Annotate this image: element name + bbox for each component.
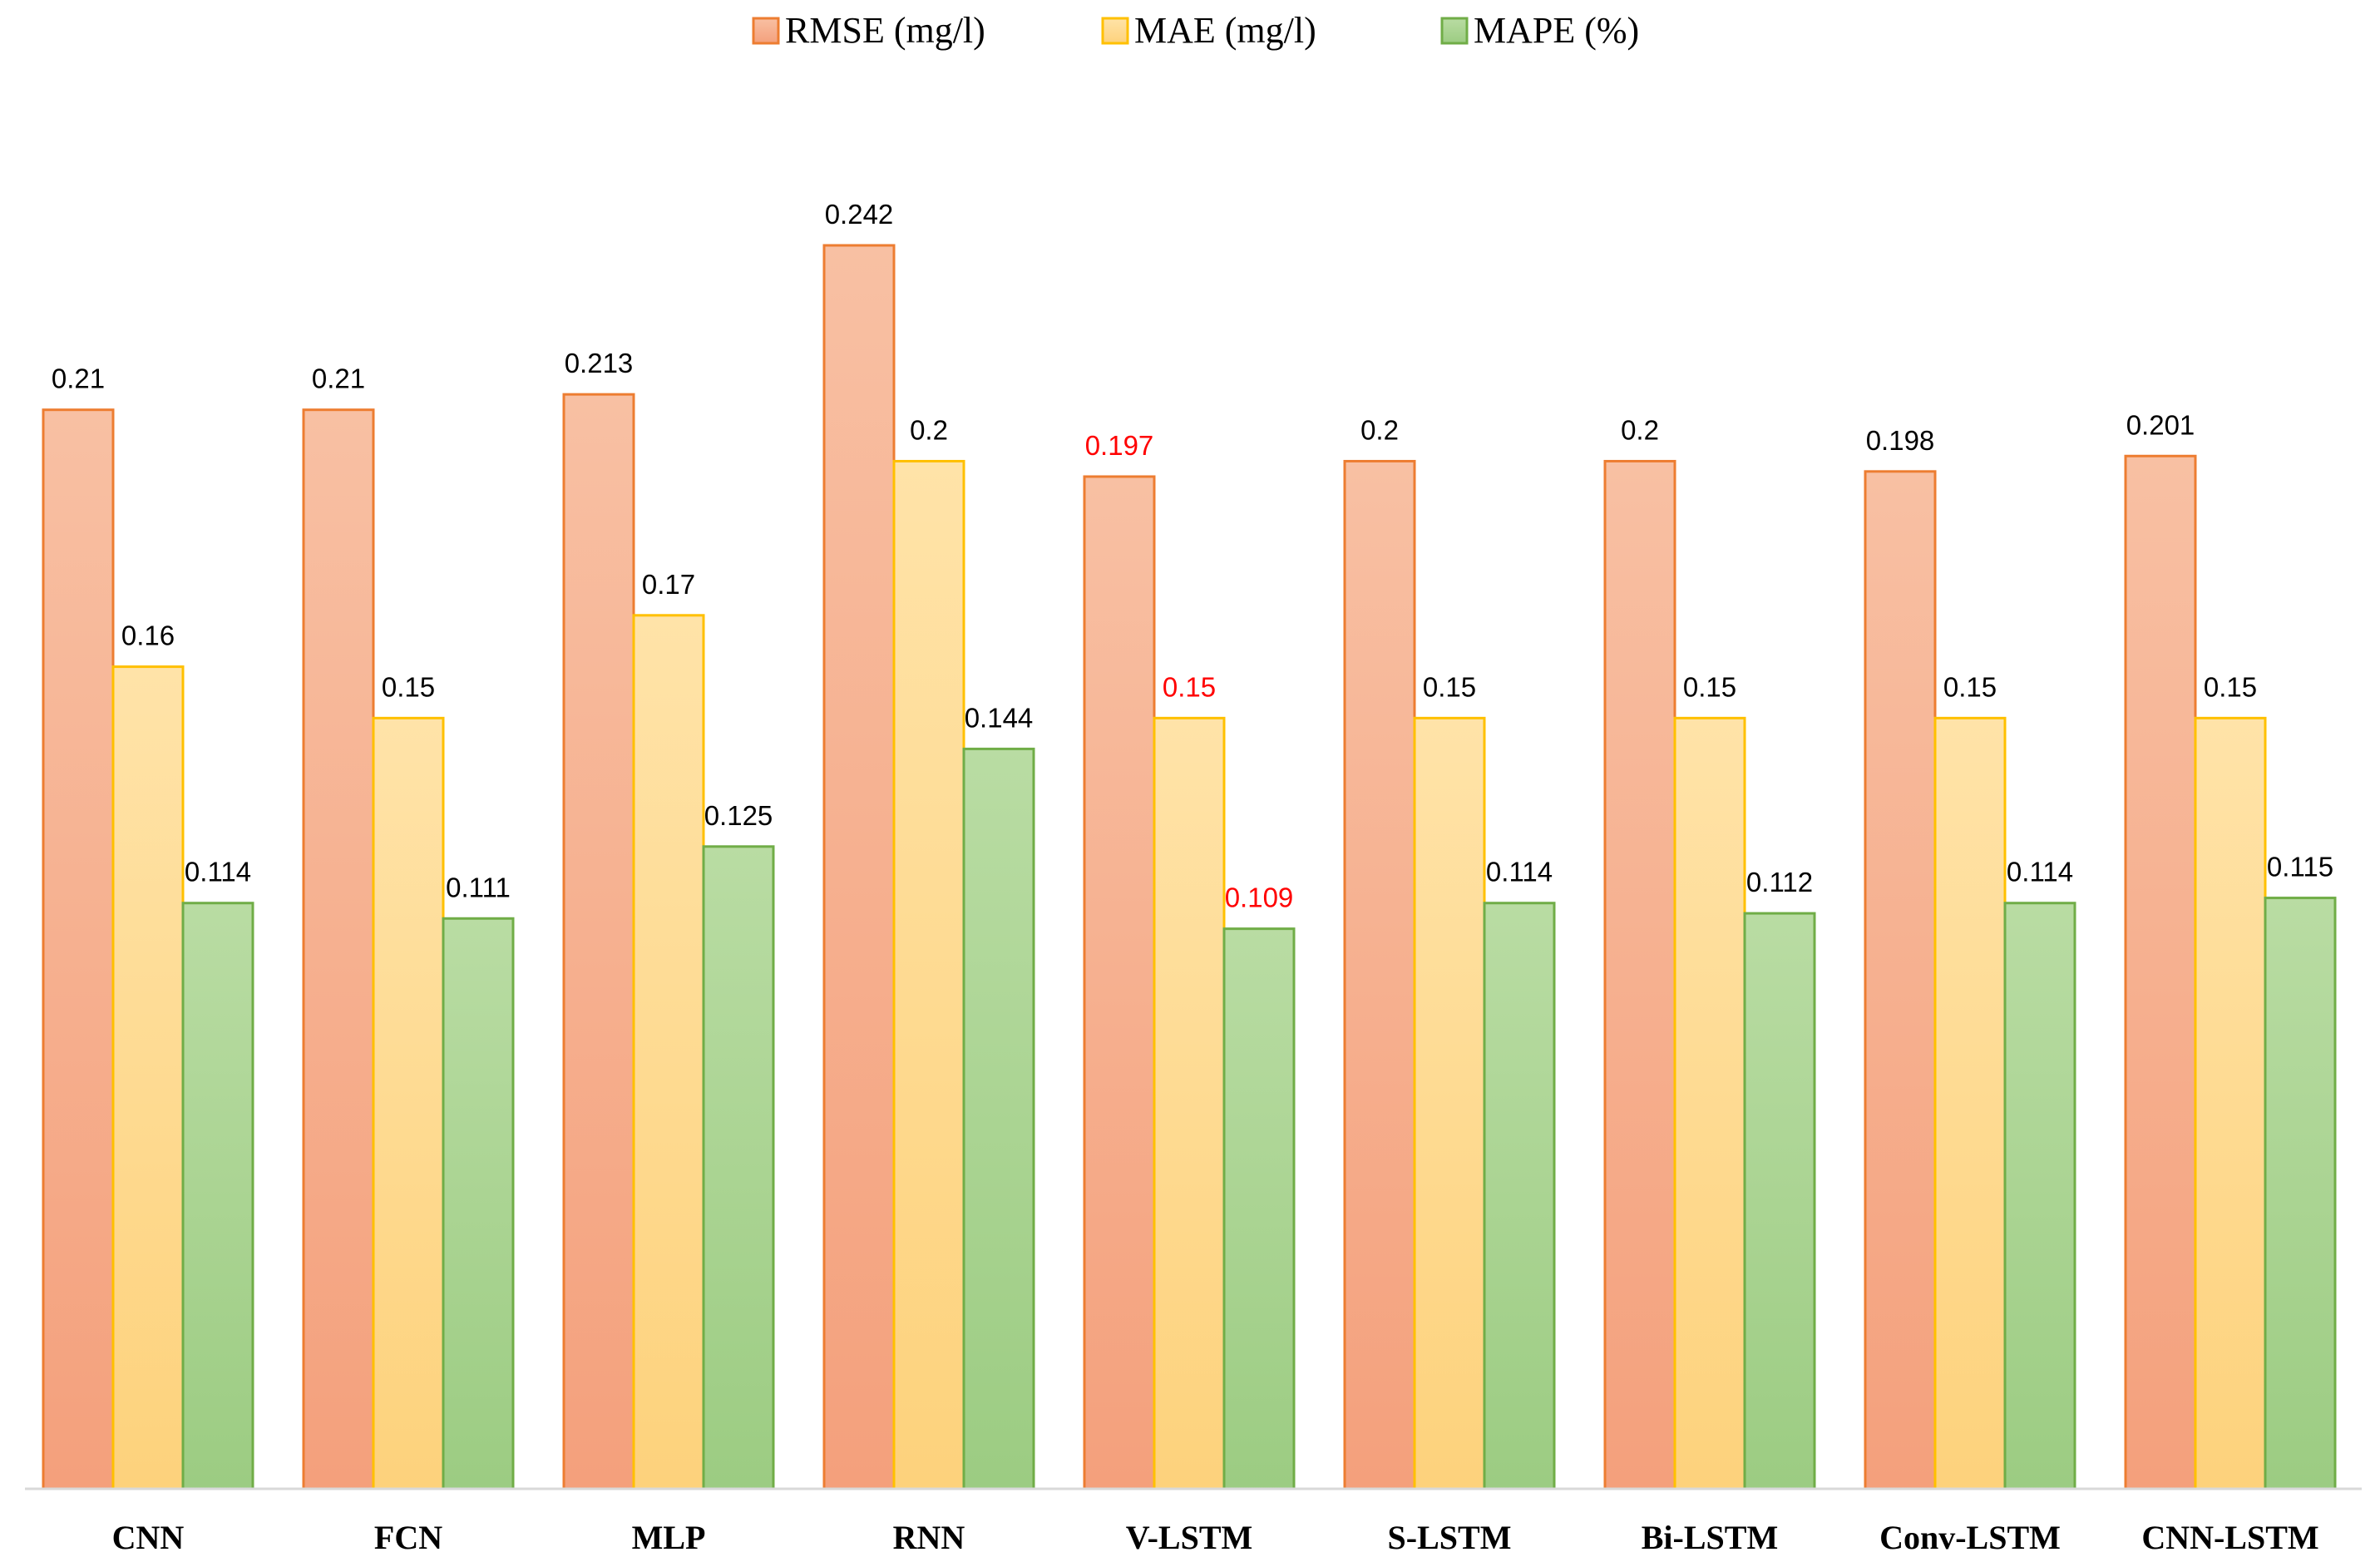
- data-label-cnn-rmse-mg-l: 0.21: [52, 363, 105, 394]
- data-label-mlp-rmse-mg-l: 0.213: [565, 348, 634, 378]
- data-label-rnn-rmse-mg-l: 0.242: [825, 199, 894, 230]
- bar-cnn-lstm-mae-mg-l: [2194, 716, 2267, 1490]
- data-label-cnn-lstm-mape: 0.115: [2267, 852, 2333, 882]
- x-tick-conv-lstm: Conv-LSTM: [1879, 1519, 2061, 1556]
- data-label-fcn-mae-mg-l: 0.15: [382, 671, 435, 702]
- x-tick-bi-lstm: Bi-LSTM: [1642, 1519, 1778, 1556]
- x-tick-s-lstm: S-LSTM: [1388, 1519, 1512, 1556]
- x-tick-cnn-lstm: CNN-LSTM: [2141, 1519, 2318, 1556]
- data-label-fcn-rmse-mg-l: 0.21: [312, 363, 365, 394]
- bar-conv-lstm-mae-mg-l: [1933, 716, 2007, 1490]
- data-label-conv-lstm-mape: 0.114: [2007, 857, 2073, 887]
- data-label-s-lstm-rmse-mg-l: 0.2: [1360, 414, 1399, 445]
- bar-conv-lstm-rmse-mg-l: [1864, 470, 1937, 1490]
- bar-mlp-mape: [702, 845, 775, 1490]
- bar-rnn-rmse-mg-l: [822, 244, 896, 1490]
- bar-s-lstm-mae-mg-l: [1413, 716, 1486, 1490]
- data-label-s-lstm-mae-mg-l: 0.15: [1423, 671, 1476, 702]
- data-label-s-lstm-mape: 0.114: [1486, 857, 1553, 887]
- bar-fcn-mae-mg-l: [372, 716, 445, 1490]
- data-label-conv-lstm-rmse-mg-l: 0.198: [1866, 425, 1935, 456]
- bar-mlp-rmse-mg-l: [562, 393, 635, 1490]
- x-tick-v-lstm: V-LSTM: [1126, 1519, 1253, 1556]
- bar-cnn-lstm-rmse-mg-l: [2124, 454, 2197, 1490]
- data-label-fcn-mape: 0.111: [446, 872, 511, 902]
- data-label-bi-lstm-mape: 0.112: [1746, 867, 1813, 897]
- bar-cnn-lstm-mape: [2264, 897, 2337, 1490]
- data-label-v-lstm-mae-mg-l: 0.15: [1163, 671, 1216, 702]
- data-label-v-lstm-mape: 0.109: [1225, 882, 1294, 913]
- bars-group: [42, 244, 2337, 1490]
- legend: RMSE (mg/l) MAE (mg/l) MAPE (%): [752, 10, 1639, 51]
- data-label-mlp-mape: 0.125: [704, 800, 773, 831]
- legend-swatch-rmse-mg-l: [752, 17, 780, 45]
- bar-v-lstm-mape: [1222, 927, 1296, 1490]
- legend-label-mae-mg-l: MAE (mg/l): [1134, 10, 1316, 51]
- data-label-mlp-mae-mg-l: 0.17: [642, 569, 695, 600]
- data-label-cnn-mape: 0.114: [185, 857, 251, 887]
- bar-cnn-mae-mg-l: [111, 665, 185, 1490]
- legend-label-rmse-mg-l: RMSE (mg/l): [785, 10, 985, 51]
- data-label-bi-lstm-mae-mg-l: 0.15: [1683, 671, 1736, 702]
- bar-rnn-mape: [962, 747, 1035, 1490]
- bar-bi-lstm-mae-mg-l: [1673, 716, 1746, 1490]
- data-label-rnn-mape: 0.144: [965, 702, 1034, 733]
- bar-bi-lstm-mape: [1743, 912, 1816, 1490]
- legend-label-mape: MAPE (%): [1474, 10, 1639, 51]
- bar-fcn-mape: [442, 917, 515, 1490]
- x-tick-rnn: RNN: [893, 1519, 965, 1556]
- data-label-v-lstm-rmse-mg-l: 0.197: [1085, 430, 1154, 461]
- bar-fcn-rmse-mg-l: [302, 408, 375, 1490]
- data-label-cnn-lstm-mae-mg-l: 0.15: [2204, 671, 2257, 702]
- bar-cnn-rmse-mg-l: [42, 408, 115, 1490]
- data-label-cnn-lstm-rmse-mg-l: 0.201: [2126, 409, 2195, 440]
- bar-mlp-mae-mg-l: [632, 614, 705, 1490]
- x-tick-fcn: FCN: [374, 1519, 442, 1556]
- bar-s-lstm-mape: [1483, 902, 1556, 1490]
- bar-v-lstm-rmse-mg-l: [1083, 475, 1156, 1490]
- data-label-conv-lstm-mae-mg-l: 0.15: [1943, 671, 1997, 702]
- data-label-cnn-mae-mg-l: 0.16: [121, 620, 175, 651]
- bar-v-lstm-mae-mg-l: [1153, 716, 1226, 1490]
- bar-rnn-mae-mg-l: [892, 459, 965, 1490]
- bar-s-lstm-rmse-mg-l: [1343, 459, 1416, 1490]
- x-tick-labels: CNN FCN MLP RNN V-LSTM S-LSTM Bi-LSTM Conv-LSTM…: [112, 1519, 2319, 1556]
- data-label-rnn-mae-mg-l: 0.2: [910, 414, 948, 445]
- bar-cnn-mape: [181, 902, 254, 1490]
- legend-swatch-mape: [1440, 17, 1469, 45]
- data-label-bi-lstm-rmse-mg-l: 0.2: [1621, 414, 1659, 445]
- bar-bi-lstm-rmse-mg-l: [1603, 459, 1676, 1490]
- data-labels-group: 0.21 0.16 0.114 0.21 0.15 0.111 0.213 0.17 0.125…: [52, 199, 2333, 913]
- legend-swatch-mae-mg-l: [1101, 17, 1129, 45]
- bar-conv-lstm-mape: [2003, 902, 2076, 1490]
- x-tick-mlp: MLP: [632, 1519, 706, 1556]
- x-tick-cnn: CNN: [112, 1519, 185, 1556]
